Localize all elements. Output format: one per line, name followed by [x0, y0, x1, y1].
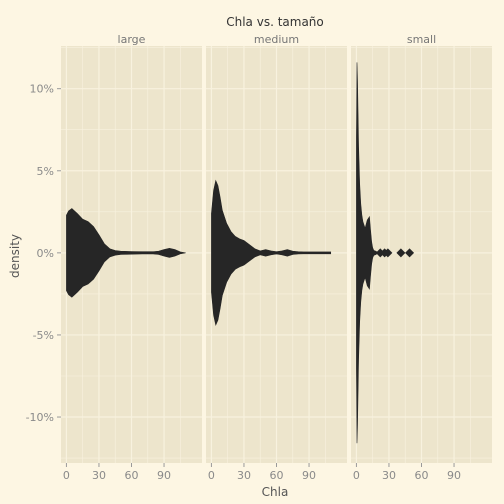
- facet-strip-label: large: [118, 33, 146, 46]
- x-tick-label: 90: [157, 469, 171, 482]
- x-tick-label: 90: [302, 469, 316, 482]
- y-tick-label: -10%: [26, 411, 54, 424]
- x-tick-label: 60: [415, 469, 429, 482]
- panel-medium: medium 0 30 60 90: [206, 33, 347, 482]
- x-tick-label: 0: [208, 469, 215, 482]
- facet-strip-label: small: [407, 33, 436, 46]
- panel-large: large 0 30 60 90: [61, 33, 202, 482]
- violin-medium: [211, 179, 332, 327]
- outlier-point: [396, 248, 406, 258]
- x-tick-label: 60: [270, 469, 284, 482]
- y-tick-label: 5%: [37, 165, 54, 178]
- violin-large: [66, 208, 186, 298]
- facet-panels: large 0 30 60 90 medium 0 30 60 90 small 0 30 60 90: [61, 33, 492, 482]
- outlier-point: [383, 248, 393, 258]
- y-tick-label: 0%: [37, 247, 54, 260]
- y-tick-label: 10%: [30, 83, 54, 96]
- outlier-point: [405, 248, 415, 258]
- y-tick-label: -5%: [33, 329, 54, 342]
- x-tick-label: 30: [382, 469, 396, 482]
- x-tick-label: 60: [125, 469, 139, 482]
- x-tick-label: 0: [63, 469, 70, 482]
- x-tick-label: 90: [447, 469, 461, 482]
- x-tick-label: 30: [92, 469, 106, 482]
- y-axis: -10% -5% 0% 5% 10%: [26, 83, 61, 424]
- y-axis-label: density: [8, 234, 22, 278]
- chart-title: Chla vs. tamaño: [226, 15, 324, 29]
- facet-strip-label: medium: [254, 33, 299, 46]
- x-tick-label: 30: [237, 469, 251, 482]
- panel-small: small 0 30 60 90: [351, 33, 492, 482]
- x-axis-label: Chla: [262, 485, 289, 499]
- x-tick-label: 0: [353, 469, 360, 482]
